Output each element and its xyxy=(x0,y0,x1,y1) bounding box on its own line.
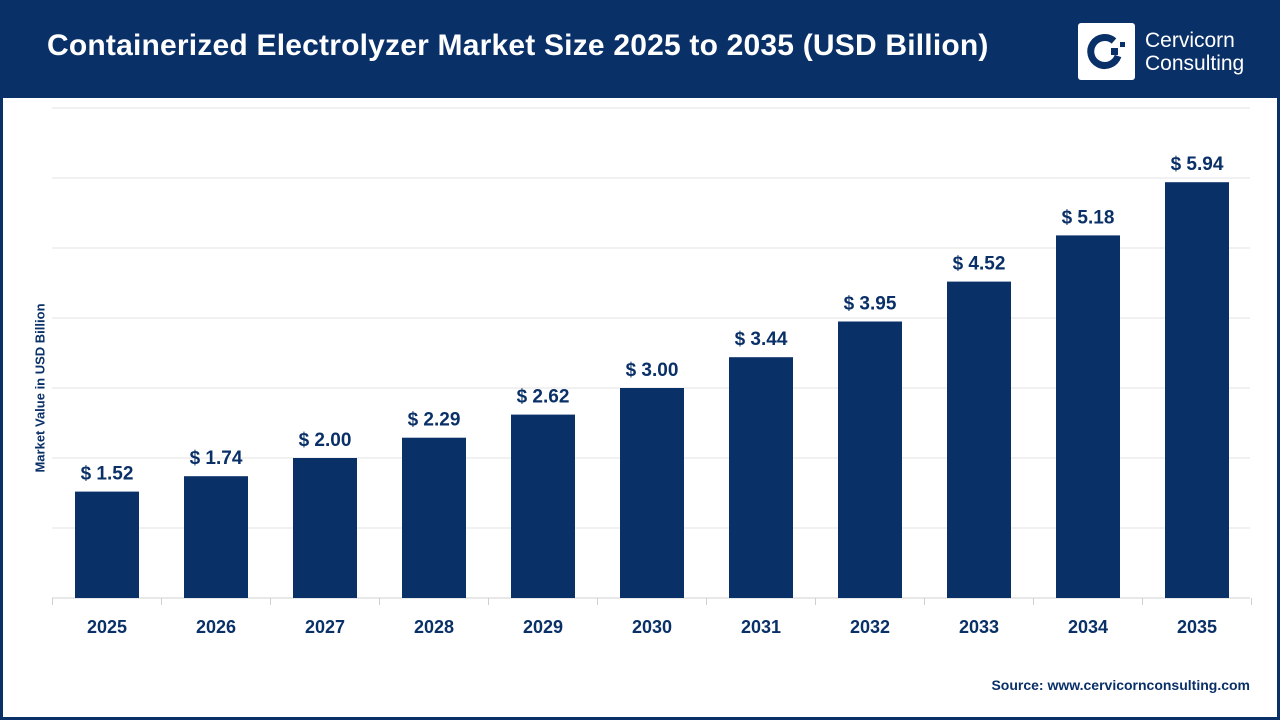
bar-2031 xyxy=(729,357,793,598)
bar-2034 xyxy=(1056,235,1120,598)
x-tick-label: 2034 xyxy=(1068,617,1108,637)
logo-text: Cervicorn Consulting xyxy=(1145,29,1244,75)
bar-2026 xyxy=(184,476,248,598)
x-tick-label: 2028 xyxy=(414,617,454,637)
data-label: $ 2.00 xyxy=(299,430,352,451)
data-label: $ 1.74 xyxy=(190,448,243,469)
data-label: $ 1.52 xyxy=(81,464,134,485)
bar-2027 xyxy=(293,458,357,598)
data-label: $ 2.62 xyxy=(517,387,570,408)
header-bar: Containerized Electrolyzer Market Size 2… xyxy=(3,3,1277,98)
logo-icon xyxy=(1078,23,1135,80)
data-label: $ 5.18 xyxy=(1062,207,1115,228)
x-tick-label: 2029 xyxy=(523,617,563,637)
logo-line-2: Consulting xyxy=(1145,51,1245,75)
bar-2030 xyxy=(620,388,684,598)
x-tick-label: 2025 xyxy=(87,617,127,637)
source-note: Source: www.cervicornconsulting.com xyxy=(991,677,1250,693)
y-axis-label: Market Value in USD Billion xyxy=(32,303,48,473)
data-label: $ 5.94 xyxy=(1171,154,1224,175)
x-tick-label: 2030 xyxy=(632,617,672,637)
brand-logo: Cervicorn Consulting xyxy=(1078,23,1244,80)
data-label: $ 3.00 xyxy=(626,360,679,381)
data-label: $ 3.95 xyxy=(844,294,897,315)
bar-2033 xyxy=(947,281,1011,598)
bar-2035 xyxy=(1165,182,1229,598)
data-label: $ 3.44 xyxy=(735,329,788,350)
logo-line-1: Cervicorn xyxy=(1145,28,1235,52)
bar-2028 xyxy=(402,437,466,598)
bar-2025 xyxy=(75,491,139,598)
x-tick-label: 2026 xyxy=(196,617,236,637)
x-tick-label: 2027 xyxy=(305,617,345,637)
x-tick-label: 2033 xyxy=(959,617,999,637)
chart-title: Containerized Electrolyzer Market Size 2… xyxy=(47,29,989,62)
bar-2029 xyxy=(511,414,575,598)
x-tick-label: 2035 xyxy=(1177,617,1217,637)
bar-2032 xyxy=(838,321,902,598)
data-label: $ 4.52 xyxy=(953,254,1006,275)
data-label: $ 2.29 xyxy=(408,410,461,431)
x-tick-label: 2032 xyxy=(850,617,890,637)
x-tick-label: 2031 xyxy=(741,617,781,637)
